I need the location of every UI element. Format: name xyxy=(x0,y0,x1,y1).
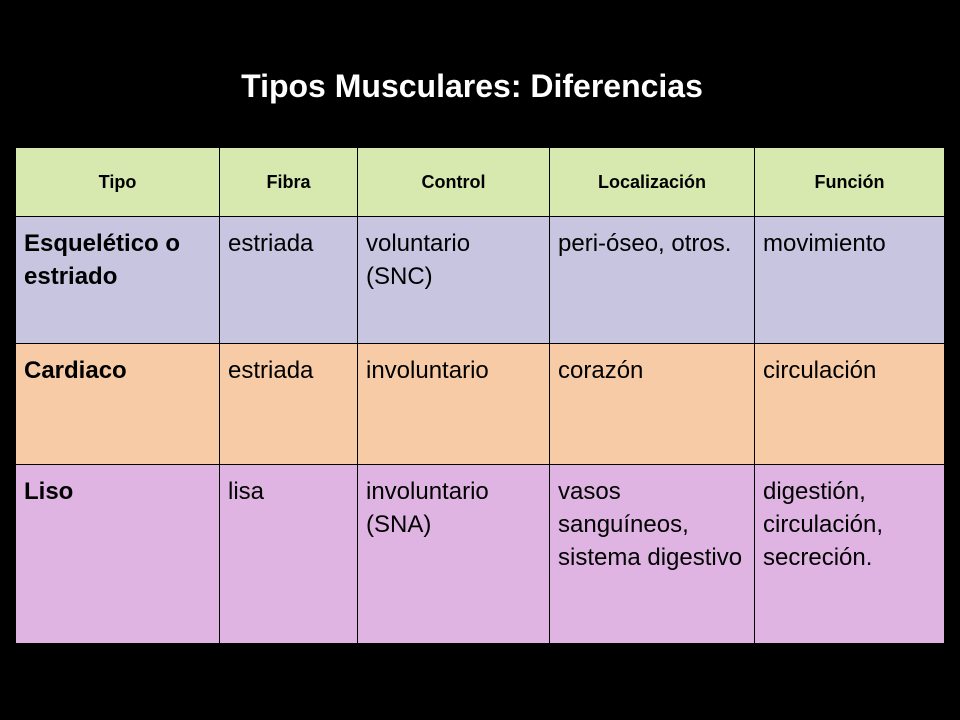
cell-localizacion: vasos sanguíneos, sistema digestivo xyxy=(549,464,755,644)
cell-tipo: Liso xyxy=(15,464,220,644)
cell-tipo: Esquelético o estriado xyxy=(15,216,220,344)
cell-fibra: estriada xyxy=(219,216,358,344)
cell-fibra: estriada xyxy=(219,343,358,465)
slide-title: Tipos Musculares: Diferencias xyxy=(241,68,703,104)
header-funcion: Función xyxy=(754,147,945,217)
header-control: Control xyxy=(357,147,550,217)
header-fibra: Fibra xyxy=(219,147,358,217)
table-row: Liso lisa involuntario (SNA) vasos sangu… xyxy=(15,464,945,644)
header-tipo: Tipo xyxy=(15,147,220,217)
cell-funcion: digestión, circulación, secreción. xyxy=(754,464,945,644)
table-row: Esquelético o estriado estriada voluntar… xyxy=(15,216,945,344)
cell-localizacion: peri-óseo, otros. xyxy=(549,216,755,344)
cell-funcion: circulación xyxy=(754,343,945,465)
table-row: Cardiaco estriada involuntario corazón c… xyxy=(15,343,945,465)
cell-funcion: movimiento xyxy=(754,216,945,344)
cell-control: voluntario (SNC) xyxy=(357,216,550,344)
muscle-types-table: Tipo Fibra Control Localización Función … xyxy=(15,147,945,644)
table-header-row: Tipo Fibra Control Localización Función xyxy=(15,147,945,217)
cell-control: involuntario xyxy=(357,343,550,465)
cell-tipo: Cardiaco xyxy=(15,343,220,465)
cell-localizacion: corazón xyxy=(549,343,755,465)
header-localizacion: Localización xyxy=(549,147,755,217)
cell-control: involuntario (SNA) xyxy=(357,464,550,644)
cell-fibra: lisa xyxy=(219,464,358,644)
